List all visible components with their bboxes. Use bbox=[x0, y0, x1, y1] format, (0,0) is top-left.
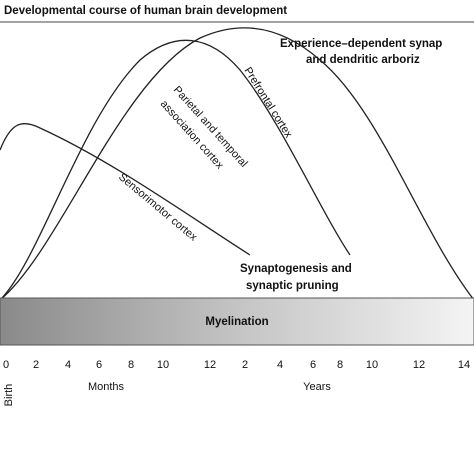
synaptogenesis-label: Synaptogenesis and bbox=[240, 263, 352, 275]
myelination-bar bbox=[0, 297, 474, 346]
x-tick-label: 12 bbox=[413, 359, 425, 371]
x-tick-label: 2 bbox=[33, 359, 39, 371]
parietal-curve bbox=[0, 39, 351, 301]
sensorimotor-curve bbox=[0, 123, 251, 256]
sensorimotor-label: Sensorimotor cortex bbox=[116, 171, 199, 244]
experience-label: Experience–dependent synap bbox=[280, 38, 442, 50]
myelination-label: Myelination bbox=[205, 316, 268, 328]
x-tick-label: 14 bbox=[458, 359, 470, 371]
prefrontal-curve bbox=[0, 27, 474, 301]
x-tick-label: 12 bbox=[204, 359, 216, 371]
prefrontal-label: Prefrontal cortex bbox=[241, 65, 294, 140]
x-tick-label: 10 bbox=[366, 359, 378, 371]
synaptogenesis-label: synaptic pruning bbox=[246, 280, 339, 292]
x-tick-label: 6 bbox=[96, 359, 102, 371]
x-tick-label: 4 bbox=[277, 359, 283, 371]
months-label: Months bbox=[88, 381, 125, 393]
x-tick-label: 4 bbox=[65, 359, 71, 371]
x-tick-label: 6 bbox=[310, 359, 316, 371]
experience-label: and dendritic arboriz bbox=[306, 54, 420, 66]
birth-label: Birth bbox=[3, 384, 15, 407]
x-tick-label: 0 bbox=[3, 359, 9, 371]
x-tick-label: 10 bbox=[157, 359, 169, 371]
x-tick-label: 8 bbox=[337, 359, 343, 371]
x-tick-label: 8 bbox=[128, 359, 134, 371]
x-tick-label: 2 bbox=[242, 359, 248, 371]
years-label: Years bbox=[303, 381, 331, 393]
title: Developmental course of human brain deve… bbox=[4, 5, 287, 17]
